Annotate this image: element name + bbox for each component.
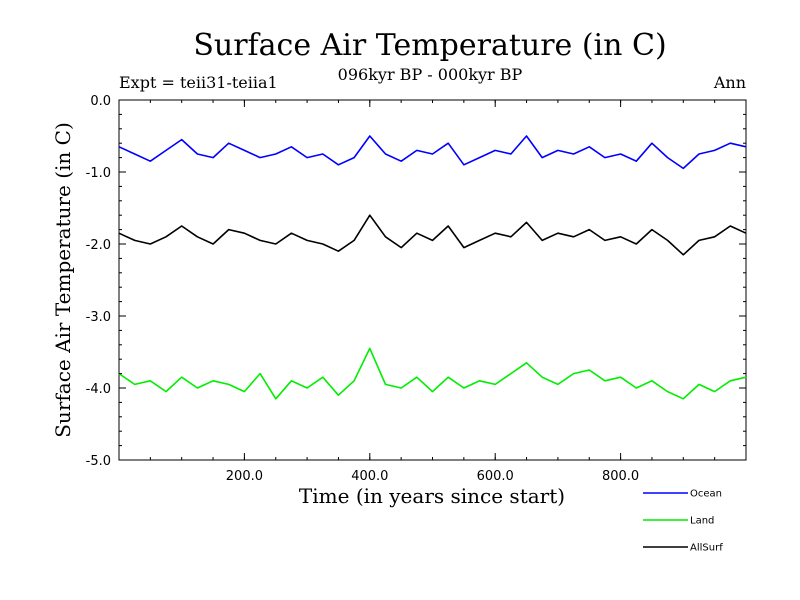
- x-tick-label: 800.0: [602, 469, 639, 484]
- series-line-ocean: [118, 135, 747, 170]
- y-tick-label: 0.0: [90, 94, 111, 109]
- y-tick-label: -3.0: [86, 310, 111, 325]
- y-tick-label: -2.0: [86, 238, 111, 253]
- plot-area: 0.0 -1.0 -2.0 -3.0 -4.0 -5.0 200.0 400.0 600.0 80…: [86, 94, 747, 484]
- chart-title: Surface Air Temperature (in C): [193, 28, 666, 63]
- y-tick-label: -4.0: [86, 382, 111, 397]
- x-tick-label: 200.0: [226, 469, 263, 484]
- y-tick-label: -5.0: [86, 454, 111, 469]
- tick-layer: 0.0 -1.0 -2.0 -3.0 -4.0 -5.0 200.0 400.0 600.0 80…: [86, 94, 747, 484]
- x-axis-label: Time (in years since start): [299, 484, 565, 508]
- experiment-label: Expt = teii31-teiia1: [119, 73, 278, 92]
- legend-label-land: Land: [690, 516, 714, 527]
- legend-label-allsurf: AllSurf: [690, 543, 723, 554]
- y-tick-label: -1.0: [86, 166, 111, 181]
- legend-label-ocean: Ocean: [690, 489, 722, 500]
- chart-subtitle: 096kyr BP - 000kyr BP: [338, 65, 523, 84]
- series-line-allsurf: [118, 214, 747, 256]
- series-line-land: [118, 347, 747, 400]
- y-axis-label: Surface Air Temperature (in C): [51, 122, 75, 438]
- series-layer: [118, 135, 747, 400]
- x-tick-label: 600.0: [477, 469, 514, 484]
- legend: Ocean Land AllSurf: [643, 489, 723, 554]
- x-tick-label: 400.0: [351, 469, 388, 484]
- season-label: Ann: [713, 73, 746, 92]
